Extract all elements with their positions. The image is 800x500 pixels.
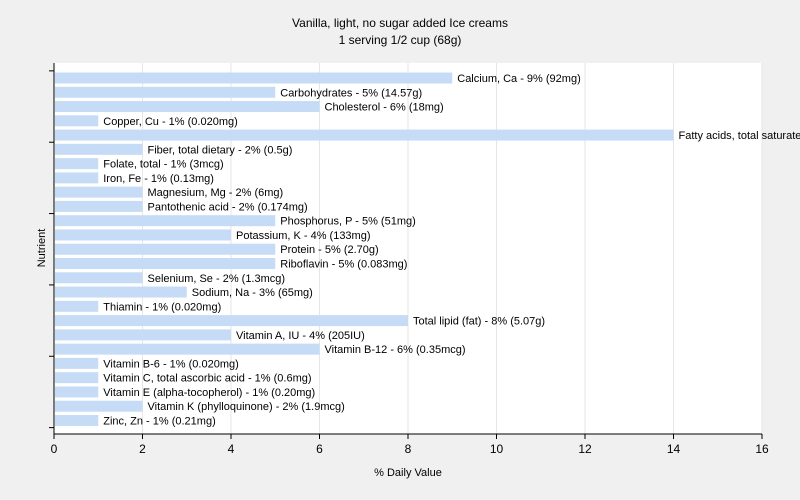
bar-label: Zinc, Zn - 1% (0.21mg): [103, 415, 215, 427]
bar: [55, 115, 99, 127]
bar: [55, 272, 143, 284]
x-tick-label: 8: [405, 442, 412, 456]
y-axis-title: Nutrient: [36, 229, 48, 268]
bar-label: Phosphorus, P - 5% (51mg): [280, 216, 416, 228]
bar: [55, 343, 320, 355]
bar-label: Pantothenic acid - 2% (0.174mg): [148, 201, 308, 213]
bar-label: Riboflavin - 5% (0.083mg): [280, 259, 407, 271]
bar-label: Vitamin C, total ascorbic acid - 1% (0.6…: [103, 373, 311, 385]
bar: [55, 386, 99, 398]
bar-label: Calcium, Ca - 9% (92mg): [457, 73, 580, 85]
chart-title: Vanilla, light, no sugar added Ice cream…: [292, 16, 508, 30]
bar-label: Magnesium, Mg - 2% (6mg): [148, 187, 284, 199]
bar: [55, 143, 143, 155]
bar: [55, 86, 276, 98]
bar-label: Selenium, Se - 2% (1.3mcg): [148, 273, 286, 285]
bars: Calcium, Ca - 9% (92mg) Carbohydrates - 5…: [55, 72, 800, 427]
bar: [55, 329, 231, 341]
bar: [55, 258, 276, 270]
x-axis-title: % Daily Value: [374, 467, 442, 479]
bar-label: Vitamin B-6 - 1% (0.020mg): [103, 358, 239, 370]
bar: [55, 158, 99, 170]
bar: [55, 315, 408, 327]
bar: [55, 101, 320, 113]
bar-label: Fatty acids, total saturated - 14% (2.75…: [679, 130, 800, 142]
bar-label: Fiber, total dietary - 2% (0.5g): [148, 144, 293, 156]
x-tick-label: 14: [667, 442, 681, 456]
x-tick-label: 12: [578, 442, 592, 456]
bar: [55, 400, 143, 412]
x-tick-label: 2: [139, 442, 146, 456]
x-tick-label: 6: [316, 442, 323, 456]
bar: [55, 215, 276, 227]
bar-label: Vitamin E (alpha-tocopherol) - 1% (0.20m…: [103, 387, 315, 399]
bar-label: Sodium, Na - 3% (65mg): [192, 287, 313, 299]
bar: [55, 286, 187, 298]
bar: [55, 300, 99, 312]
bar-label: Vitamin B-12 - 6% (0.35mcg): [325, 344, 466, 356]
bar-label: Folate, total - 1% (3mcg): [103, 159, 223, 171]
x-tick-label: 16: [755, 442, 769, 456]
bar: [55, 172, 99, 184]
bar: [55, 357, 99, 369]
gridlines: [142, 63, 763, 434]
bar-label: Cholesterol - 6% (18mg): [325, 102, 444, 114]
bar: [55, 243, 276, 255]
bar-label: Vitamin A, IU - 4% (205IU): [236, 330, 365, 342]
bar-label: Carbohydrates - 5% (14.57g): [280, 87, 422, 99]
x-tick-label: 4: [228, 442, 235, 456]
bar-label: Thiamin - 1% (0.020mg): [103, 301, 221, 313]
bar: [55, 229, 231, 241]
bar: [55, 129, 674, 141]
bar-label: Copper, Cu - 1% (0.020mg): [103, 116, 238, 128]
bar-label: Iron, Fe - 1% (0.13mg): [103, 173, 214, 185]
bar: [55, 414, 99, 426]
bar-label: Total lipid (fat) - 8% (5.07g): [413, 316, 545, 328]
bar: [55, 186, 143, 198]
bar: [55, 200, 143, 212]
bar: [55, 372, 99, 384]
bar: [55, 72, 453, 84]
axes: 0 2 4 6 8 10 12 14 16: [49, 63, 769, 456]
bar-label: Potassium, K - 4% (133mg): [236, 230, 371, 242]
x-tick-label: 0: [51, 442, 58, 456]
bar-label: Vitamin K (phylloquinone) - 2% (1.9mcg): [148, 401, 345, 413]
chart-subtitle: 1 serving 1/2 cup (68g): [339, 33, 462, 47]
x-tick-label: 10: [490, 442, 504, 456]
bar-label: Protein - 5% (2.70g): [280, 244, 378, 256]
